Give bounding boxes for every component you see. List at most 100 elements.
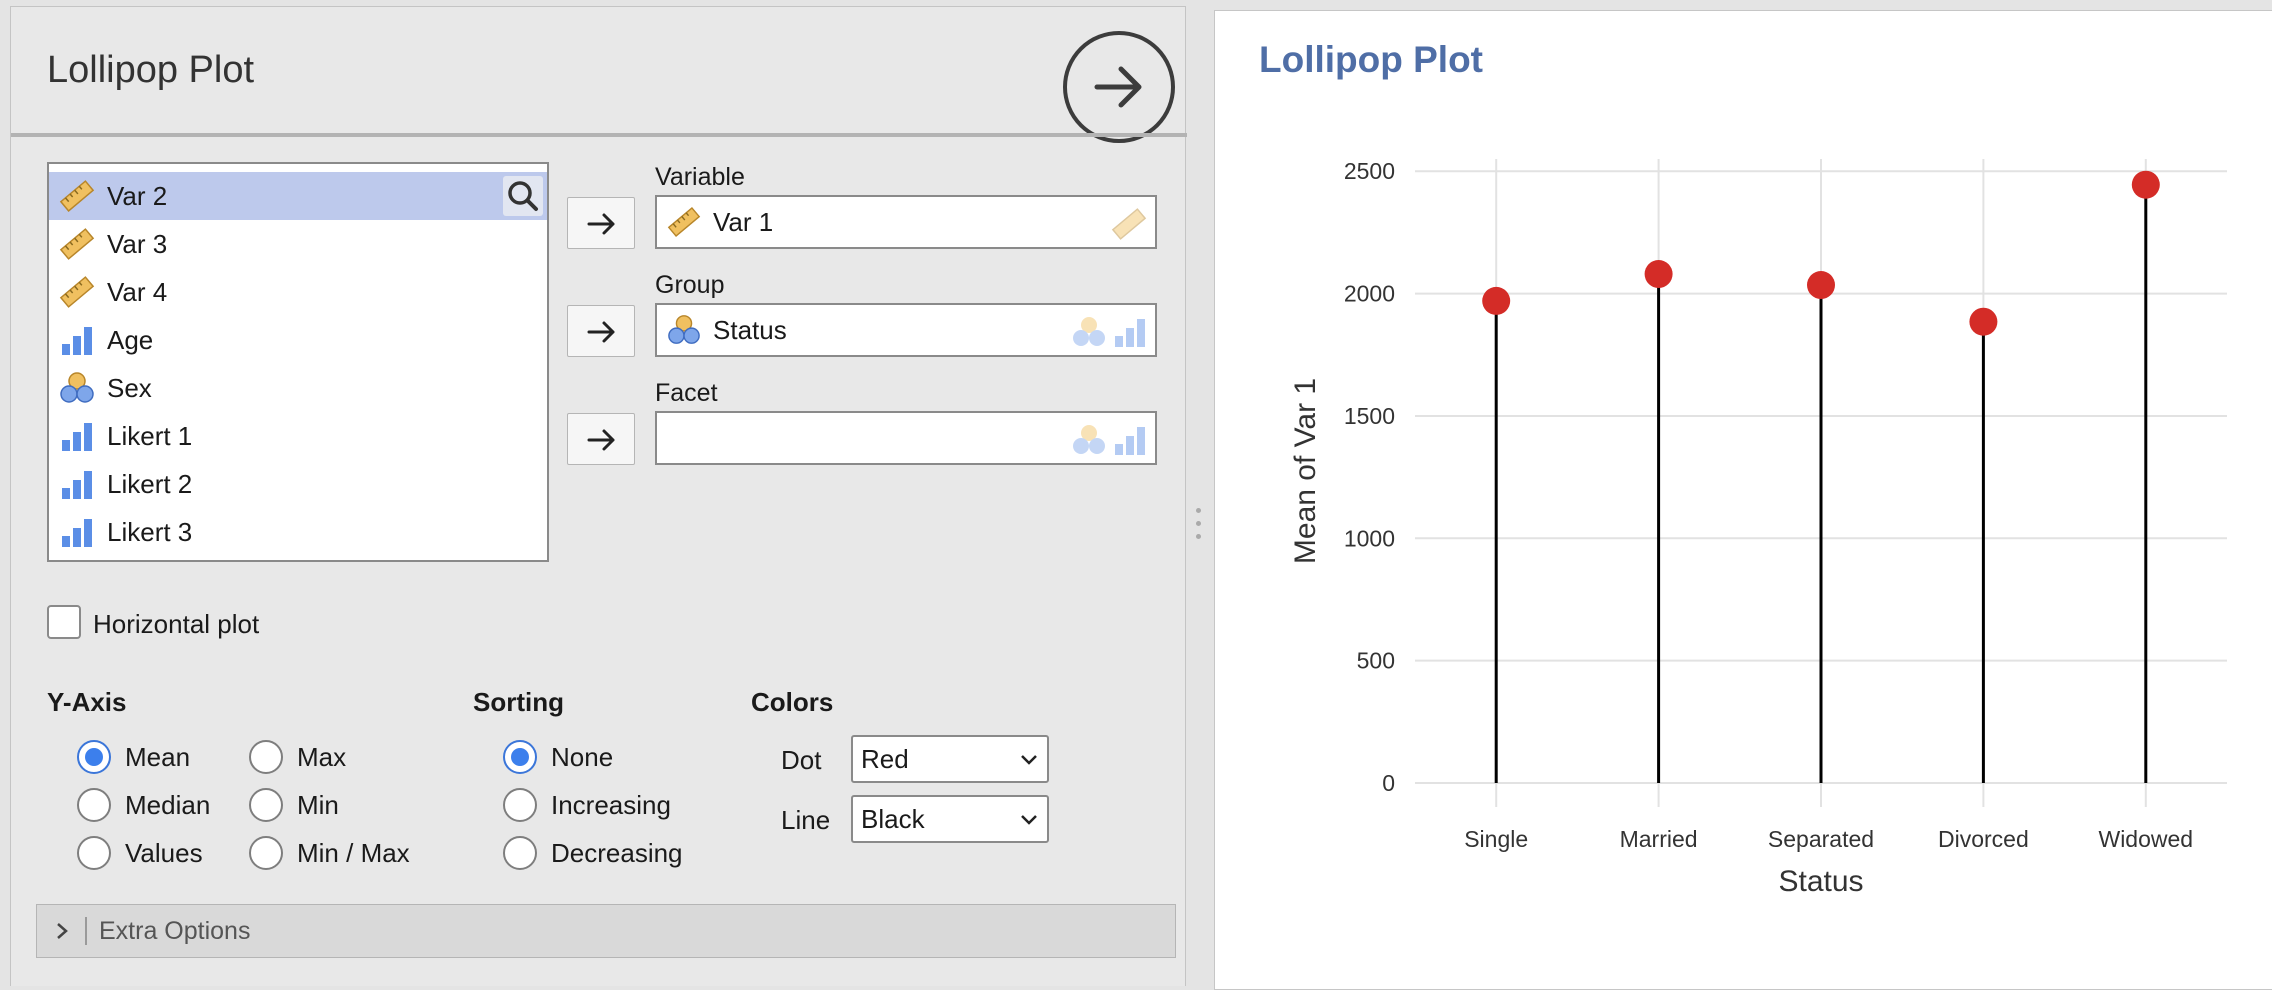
- x-tick-label: Married: [1620, 826, 1698, 852]
- list-item-label: Var 4: [107, 277, 167, 308]
- list-item-likert-2[interactable]: Likert 2: [49, 460, 547, 508]
- y-axis-min-option[interactable]: Min: [249, 788, 339, 822]
- radio-button[interactable]: [249, 788, 283, 822]
- dot-color-select[interactable]: Red: [851, 735, 1049, 783]
- chevron-down-icon: [1019, 753, 1039, 767]
- sorting-title: Sorting: [473, 687, 564, 718]
- y-axis-values-option[interactable]: Values: [77, 836, 203, 870]
- ruler-icon: [59, 178, 95, 214]
- arrow-right-icon: [586, 318, 618, 346]
- radio-button[interactable]: [249, 740, 283, 774]
- y-tick-label: 2500: [1344, 158, 1395, 184]
- radio-button[interactable]: [77, 788, 111, 822]
- ordinal-bars-icon: [59, 514, 95, 550]
- ordinal-bars-icon: [59, 466, 95, 502]
- assign-group-button[interactable]: [567, 305, 635, 357]
- list-item-sex[interactable]: Sex: [49, 364, 547, 412]
- y-axis-max-option[interactable]: Max: [249, 740, 346, 774]
- x-tick-label: Single: [1464, 826, 1528, 852]
- y-tick-label: 500: [1357, 648, 1395, 674]
- sorting-none-option[interactable]: None: [503, 740, 613, 774]
- nominal-circles-icon: [667, 313, 701, 347]
- panel-splitter-handle[interactable]: [1196, 508, 1202, 542]
- list-item-label: Likert 1: [107, 421, 192, 452]
- divider: [85, 917, 87, 945]
- ruler-icon: [667, 205, 701, 239]
- ordinal-bars-icon: [59, 322, 95, 358]
- y-tick-label: 0: [1382, 770, 1395, 796]
- radio-button[interactable]: [77, 836, 111, 870]
- facet-field[interactable]: [655, 411, 1157, 465]
- list-item-var-3[interactable]: Var 3: [49, 220, 547, 268]
- list-item-label: Likert 3: [107, 517, 192, 548]
- list-item-age[interactable]: Age: [49, 316, 547, 364]
- radio-button[interactable]: [503, 836, 537, 870]
- lollipop-dot: [1645, 260, 1673, 288]
- variable-list[interactable]: Var 2 Var 3 Var 4 Age Sex Likert 1 Like: [47, 162, 549, 562]
- ruler-hint-icon: [1111, 206, 1147, 242]
- line-color-value: Black: [861, 804, 925, 835]
- y-axis-title: Y-Axis: [47, 687, 127, 718]
- radio-button[interactable]: [503, 788, 537, 822]
- lollipop-dot: [1969, 308, 1997, 336]
- radio-label: Median: [125, 790, 210, 821]
- ruler-icon: [59, 274, 95, 310]
- list-item-label: Var 2: [107, 181, 167, 212]
- run-button[interactable]: [1063, 31, 1175, 143]
- y-axis-mean-option[interactable]: Mean: [77, 740, 190, 774]
- line-color-select[interactable]: Black: [851, 795, 1049, 843]
- horizontal-plot-checkbox[interactable]: [47, 605, 81, 639]
- variable-field[interactable]: Var 1: [655, 195, 1157, 249]
- y-axis-median-option[interactable]: Median: [77, 788, 210, 822]
- nominal-circles-icon: [59, 370, 95, 406]
- y-tick-label: 2000: [1344, 281, 1395, 307]
- ordinal-bars-icon: [59, 418, 95, 454]
- radio-label: Values: [125, 838, 203, 869]
- lollipop-dot: [1807, 271, 1835, 299]
- search-button[interactable]: [503, 176, 543, 216]
- radio-button[interactable]: [249, 836, 283, 870]
- group-value: Status: [713, 315, 787, 346]
- panel-title: Lollipop Plot: [47, 49, 254, 92]
- extra-options-label: Extra Options: [99, 917, 250, 946]
- radio-label: None: [551, 742, 613, 773]
- extra-options-toggle[interactable]: Extra Options: [36, 904, 1176, 958]
- assign-facet-button[interactable]: [567, 413, 635, 465]
- radio-button[interactable]: [77, 740, 111, 774]
- list-item-var-2[interactable]: Var 2: [49, 172, 547, 220]
- options-panel: Lollipop Plot Var 2 Var 3 Var 4 Age: [10, 6, 1186, 986]
- chevron-right-icon: [55, 921, 69, 941]
- lollipop-dot: [1482, 287, 1510, 315]
- y-tick-label: 1000: [1344, 525, 1395, 551]
- y-axis-min-max-option[interactable]: Min / Max: [249, 836, 410, 870]
- arrow-right-circle-icon: [1085, 53, 1153, 121]
- sorting-decreasing-option[interactable]: Decreasing: [503, 836, 683, 870]
- colors-title: Colors: [751, 687, 833, 718]
- group-field[interactable]: Status: [655, 303, 1157, 357]
- x-axis-title: Status: [1778, 865, 1863, 898]
- chevron-down-icon: [1019, 813, 1039, 827]
- list-item-likert-1[interactable]: Likert 1: [49, 412, 547, 460]
- radio-button[interactable]: [503, 740, 537, 774]
- arrow-right-icon: [586, 426, 618, 454]
- list-item-label: Age: [107, 325, 153, 356]
- list-item-likert-3[interactable]: Likert 3: [49, 508, 547, 556]
- dot-color-value: Red: [861, 744, 909, 775]
- list-item-label: Sex: [107, 373, 152, 404]
- lollipop-dot: [2132, 171, 2160, 199]
- assign-variable-button[interactable]: [567, 197, 635, 249]
- list-item-var-4[interactable]: Var 4: [49, 268, 547, 316]
- y-tick-label: 1500: [1344, 403, 1395, 429]
- list-item-label: Var 3: [107, 229, 167, 260]
- line-color-label: Line: [781, 805, 830, 836]
- sorting-increasing-option[interactable]: Increasing: [503, 788, 671, 822]
- ruler-icon: [59, 226, 95, 262]
- nominal-ordinal-hint-icon: [1071, 422, 1147, 458]
- group-label: Group: [655, 271, 724, 300]
- dot-color-label: Dot: [781, 745, 821, 776]
- radio-label: Min / Max: [297, 838, 410, 869]
- list-item-label: Likert 2: [107, 469, 192, 500]
- radio-label: Max: [297, 742, 346, 773]
- horizontal-plot-label: Horizontal plot: [93, 609, 259, 640]
- search-icon: [503, 176, 543, 216]
